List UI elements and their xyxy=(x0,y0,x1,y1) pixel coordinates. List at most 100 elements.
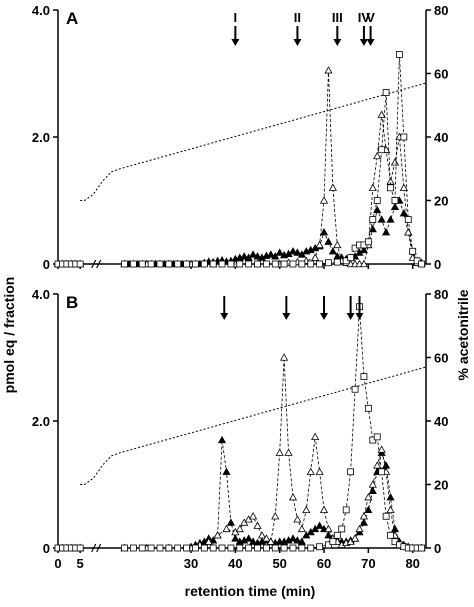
y-right-tick-label: 80 xyxy=(434,287,448,302)
data-point-open-triangle xyxy=(368,183,377,191)
data-point-open-triangle xyxy=(319,505,329,514)
data-point-open-square xyxy=(165,260,173,268)
data-point-open-triangle xyxy=(359,259,369,268)
data-point-open-square xyxy=(121,260,128,268)
data-point-open-triangle xyxy=(311,432,320,440)
data-point-open-square xyxy=(364,238,372,246)
x-tick-label: 0 xyxy=(54,556,61,571)
y-left-tick-label: 2.0 xyxy=(32,414,50,429)
data-point-filled-triangle xyxy=(377,215,386,223)
acetonitrile-gradient-line xyxy=(80,82,427,201)
peak-arrow-head xyxy=(231,39,240,46)
data-point-open-square xyxy=(378,146,386,154)
data-point-open-square xyxy=(254,544,261,552)
y-right-tick-label: 0 xyxy=(434,257,441,272)
data-point-filled-triangle xyxy=(319,228,329,236)
y-right-tick-label: 80 xyxy=(434,3,448,18)
data-point-open-square xyxy=(333,531,341,539)
data-point-open-square xyxy=(289,260,297,268)
data-point-open-triangle xyxy=(249,512,258,520)
peak-arrow-label: II xyxy=(294,10,301,25)
peak-arrow-label: V xyxy=(366,10,375,25)
data-point-open-triangle xyxy=(390,158,400,166)
data-point-open-triangle xyxy=(253,521,262,529)
data-point-open-square xyxy=(418,544,425,552)
data-point-open-triangle xyxy=(386,505,395,514)
data-point-open-square xyxy=(280,544,288,552)
data-point-open-square xyxy=(360,373,368,380)
data-point-open-triangle xyxy=(319,196,329,204)
data-point-open-square xyxy=(174,544,182,552)
data-point-open-square xyxy=(174,260,182,268)
data-point-open-triangle xyxy=(284,448,293,456)
data-point-open-square xyxy=(262,544,270,552)
data-point-open-square xyxy=(76,260,84,268)
data-point-open-square xyxy=(382,512,390,520)
data-point-open-square xyxy=(364,404,372,412)
data-point-open-triangle xyxy=(262,534,271,542)
y-left-tick-label: 0 xyxy=(43,257,50,272)
data-point-open-square xyxy=(200,544,208,552)
data-point-open-triangle xyxy=(350,534,360,542)
data-point-open-square xyxy=(218,544,226,552)
data-point-open-square xyxy=(391,197,399,204)
data-point-filled-triangle xyxy=(386,215,395,223)
data-point-open-triangle xyxy=(235,524,244,533)
x-tick-label: 5 xyxy=(77,556,84,571)
data-point-open-square xyxy=(129,260,137,268)
data-point-filled-triangle xyxy=(368,224,377,233)
data-point-open-square xyxy=(209,260,217,268)
data-point-filled-triangle xyxy=(390,202,400,210)
data-point-open-triangle xyxy=(377,110,386,118)
y-right-tick-label: 20 xyxy=(434,478,448,493)
data-point-filled-triangle xyxy=(315,521,324,529)
x-tick-label: 50 xyxy=(272,556,286,571)
data-point-open-square xyxy=(156,260,164,268)
peak-arrow-head xyxy=(355,313,364,320)
x-tick-label: 40 xyxy=(228,556,242,571)
data-point-open-triangle xyxy=(257,531,267,539)
data-point-filled-triangle xyxy=(271,252,280,260)
data-point-open-square xyxy=(400,133,408,141)
data-point-filled-triangle xyxy=(328,247,337,255)
data-point-open-triangle xyxy=(359,512,369,520)
y-axis-title-right: % acetonitrile xyxy=(455,289,471,380)
data-point-open-triangle xyxy=(204,537,213,545)
data-point-filled-triangle xyxy=(253,252,262,260)
data-point-filled-triangle xyxy=(293,536,302,544)
peak-arrow-head xyxy=(220,313,229,320)
data-point-open-triangle xyxy=(324,66,333,74)
data-point-filled-triangle xyxy=(390,524,400,533)
data-point-filled-triangle xyxy=(373,205,382,214)
data-point-open-square xyxy=(236,544,244,552)
data-point-filled-triangle xyxy=(222,467,231,475)
data-point-open-square xyxy=(165,544,173,552)
data-point-open-square xyxy=(254,260,261,268)
x-tick-label: 60 xyxy=(317,556,331,571)
series-line-open-square xyxy=(58,54,422,265)
data-point-open-square xyxy=(329,538,337,546)
data-point-open-triangle xyxy=(355,524,364,533)
y-left-tick-label: 2.0 xyxy=(32,130,50,145)
data-point-open-triangle xyxy=(315,240,324,249)
peak-arrow-head xyxy=(293,39,302,46)
data-point-open-square xyxy=(218,260,226,268)
data-point-open-square xyxy=(271,260,279,268)
data-point-filled-triangle xyxy=(324,237,333,245)
data-point-open-square xyxy=(121,544,128,552)
data-point-filled-triangle xyxy=(382,228,391,236)
data-point-open-triangle xyxy=(324,524,333,533)
data-point-filled-triangle xyxy=(364,505,373,514)
data-point-open-square xyxy=(209,544,217,552)
y-left-tick-label: 4.0 xyxy=(32,3,50,18)
data-point-open-square xyxy=(262,260,270,268)
data-point-open-triangle xyxy=(306,467,315,475)
y-left-tick-label: 4.0 xyxy=(32,287,50,302)
panel-label: A xyxy=(66,9,78,28)
data-point-filled-triangle xyxy=(249,537,258,545)
data-point-open-square xyxy=(147,544,155,552)
data-point-open-square xyxy=(280,260,288,268)
data-point-open-square xyxy=(342,506,350,514)
data-point-open-square xyxy=(351,385,359,393)
